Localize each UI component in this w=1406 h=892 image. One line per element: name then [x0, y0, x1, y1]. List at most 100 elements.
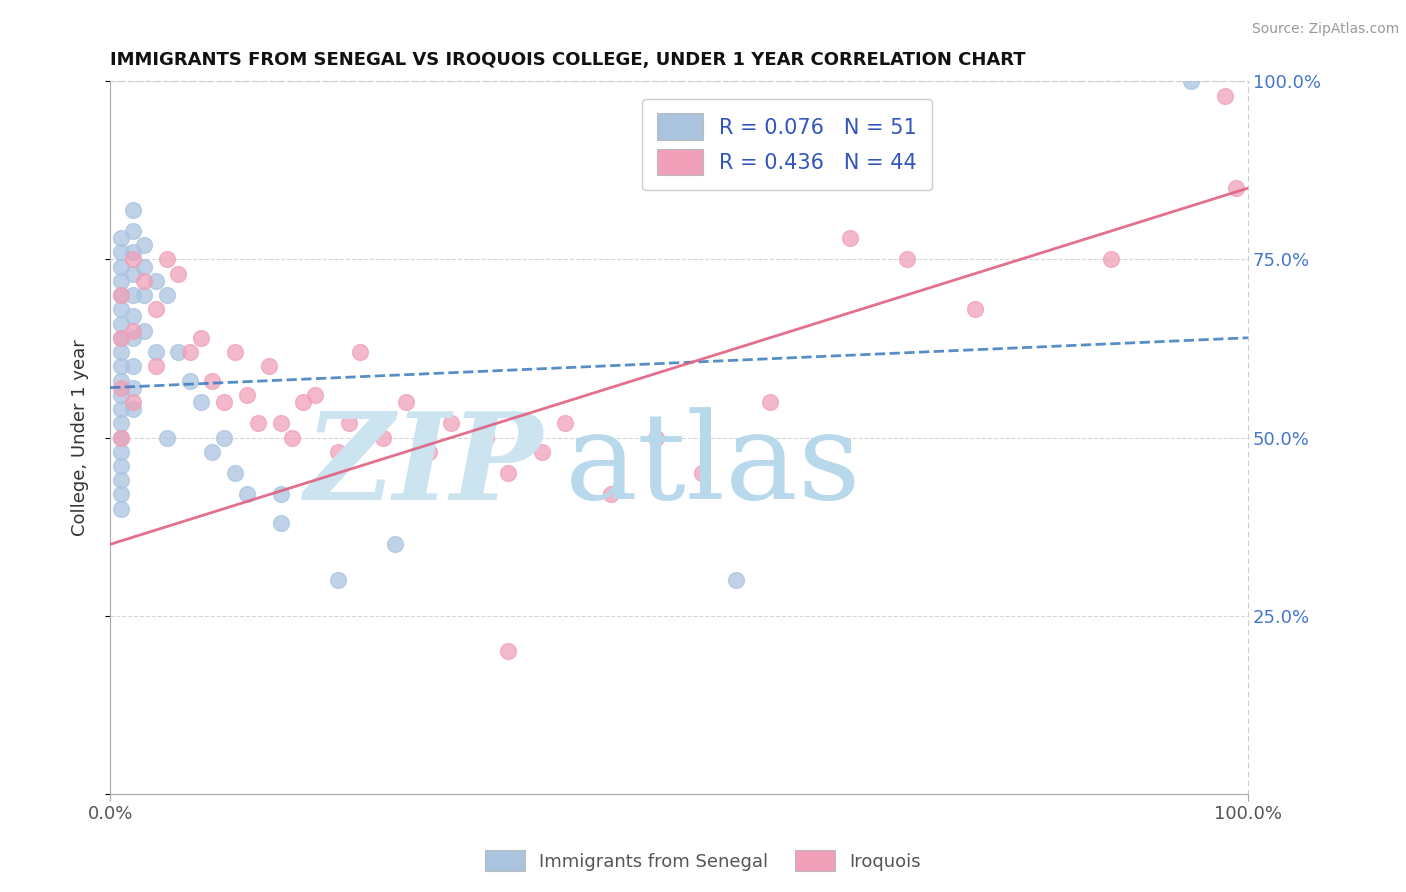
Point — [121, 288, 143, 302]
Point — [498, 466, 520, 480]
Point — [121, 381, 143, 395]
Point — [326, 573, 349, 587]
Point — [121, 202, 143, 217]
Point — [121, 359, 143, 374]
Point — [110, 245, 132, 260]
Point — [690, 466, 713, 480]
Point — [212, 395, 235, 409]
Point — [179, 345, 201, 359]
Point — [110, 302, 132, 317]
Point — [201, 444, 224, 458]
Point — [110, 359, 132, 374]
Point — [134, 324, 156, 338]
Point — [110, 487, 132, 501]
Point — [110, 288, 132, 302]
Point — [121, 310, 143, 324]
Point — [292, 395, 315, 409]
Point — [121, 252, 143, 267]
Point — [224, 345, 246, 359]
Point — [121, 324, 143, 338]
Point — [121, 331, 143, 345]
Point — [121, 245, 143, 260]
Point — [645, 430, 668, 444]
Point — [235, 388, 257, 402]
Point — [145, 345, 167, 359]
Point — [418, 444, 440, 458]
Point — [201, 374, 224, 388]
Text: atlas: atlas — [565, 408, 862, 524]
Point — [110, 274, 132, 288]
Point — [145, 274, 167, 288]
Point — [156, 288, 179, 302]
Point — [270, 487, 292, 501]
Point — [1225, 181, 1247, 195]
Point — [326, 444, 349, 458]
Point — [554, 417, 576, 431]
Text: Source: ZipAtlas.com: Source: ZipAtlas.com — [1251, 22, 1399, 37]
Point — [167, 345, 190, 359]
Text: ZIP: ZIP — [304, 407, 543, 525]
Point — [373, 430, 395, 444]
Legend: R = 0.076   N = 51, R = 0.436   N = 44: R = 0.076 N = 51, R = 0.436 N = 44 — [643, 99, 932, 190]
Point — [190, 395, 212, 409]
Point — [179, 374, 201, 388]
Point — [134, 274, 156, 288]
Point — [270, 417, 292, 431]
Point — [235, 487, 257, 501]
Legend: Immigrants from Senegal, Iroquois: Immigrants from Senegal, Iroquois — [478, 843, 928, 879]
Point — [121, 267, 143, 281]
Point — [304, 388, 326, 402]
Point — [110, 331, 132, 345]
Point — [599, 487, 621, 501]
Point — [134, 260, 156, 274]
Point — [963, 302, 986, 317]
Point — [134, 288, 156, 302]
Point — [110, 260, 132, 274]
Point — [121, 402, 143, 417]
Point — [110, 381, 132, 395]
Text: IMMIGRANTS FROM SENEGAL VS IROQUOIS COLLEGE, UNDER 1 YEAR CORRELATION CHART: IMMIGRANTS FROM SENEGAL VS IROQUOIS COLL… — [110, 51, 1026, 69]
Y-axis label: College, Under 1 year: College, Under 1 year — [72, 339, 89, 536]
Point — [110, 473, 132, 487]
Point — [110, 231, 132, 245]
Point — [1180, 74, 1202, 88]
Point — [110, 458, 132, 473]
Point — [259, 359, 281, 374]
Point — [145, 302, 167, 317]
Point — [337, 417, 360, 431]
Point — [110, 331, 132, 345]
Point — [498, 644, 520, 658]
Point — [121, 224, 143, 238]
Point — [134, 238, 156, 252]
Point — [896, 252, 918, 267]
Point — [281, 430, 304, 444]
Point — [121, 395, 143, 409]
Point — [110, 388, 132, 402]
Point — [531, 444, 554, 458]
Point — [145, 359, 167, 374]
Point — [384, 537, 406, 551]
Point — [224, 466, 246, 480]
Point — [190, 331, 212, 345]
Point — [110, 430, 132, 444]
Point — [110, 501, 132, 516]
Point — [270, 516, 292, 530]
Point — [110, 288, 132, 302]
Point — [110, 345, 132, 359]
Point — [167, 267, 190, 281]
Point — [212, 430, 235, 444]
Point — [838, 231, 860, 245]
Point — [110, 430, 132, 444]
Point — [1099, 252, 1122, 267]
Point — [1213, 88, 1236, 103]
Point — [246, 417, 269, 431]
Point — [110, 317, 132, 331]
Point — [110, 444, 132, 458]
Point — [474, 430, 496, 444]
Point — [759, 395, 782, 409]
Point — [349, 345, 371, 359]
Point — [110, 402, 132, 417]
Point — [156, 252, 179, 267]
Point — [110, 417, 132, 431]
Point — [724, 573, 747, 587]
